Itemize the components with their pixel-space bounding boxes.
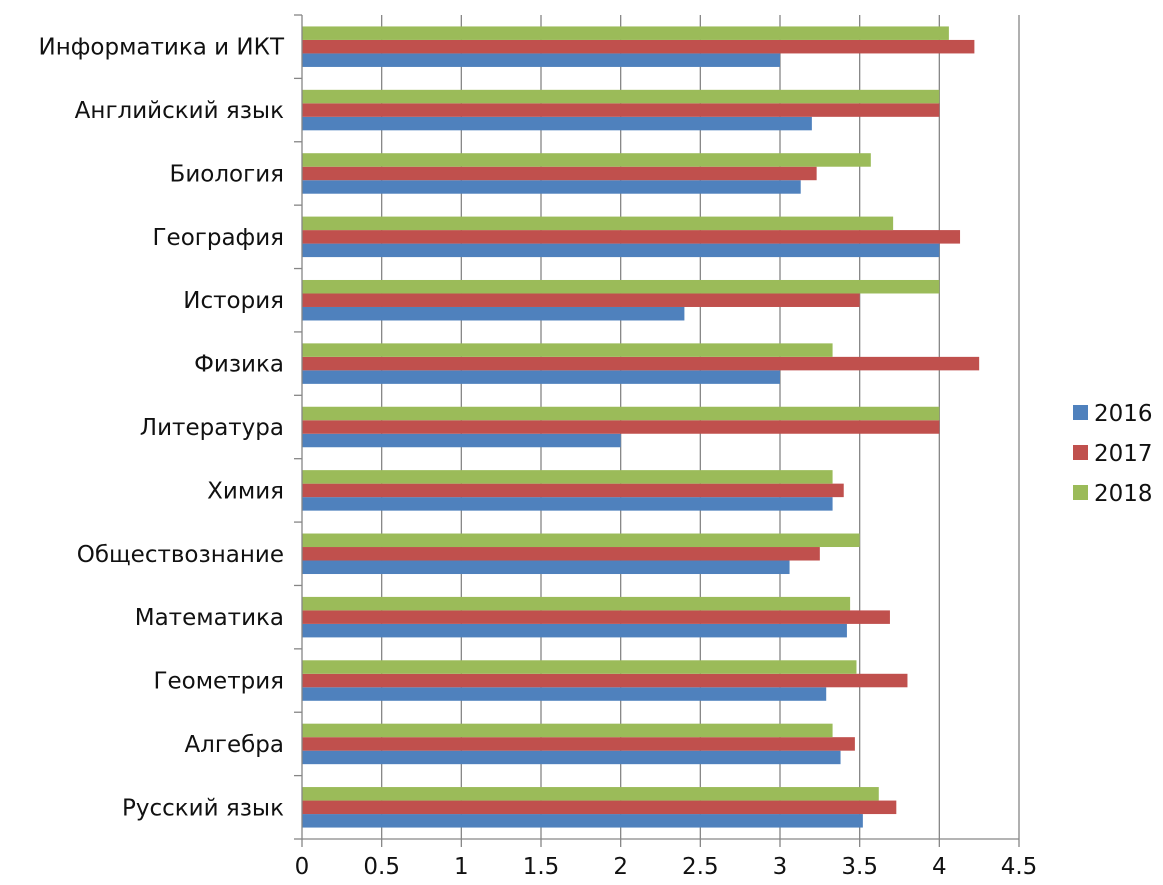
bar-2017 xyxy=(302,673,908,688)
bar-2017 xyxy=(302,420,940,434)
axes xyxy=(294,14,1020,847)
category-label: История xyxy=(183,288,284,314)
bar-2016 xyxy=(302,180,801,194)
x-tick-label: 3.5 xyxy=(841,854,878,880)
bar-2017 xyxy=(302,166,817,181)
x-tick-label: 2.5 xyxy=(682,854,719,880)
bar-2016 xyxy=(302,750,841,765)
category-label: Обществознание xyxy=(77,542,284,568)
bar-2017 xyxy=(302,610,890,624)
bar-2018 xyxy=(302,406,940,421)
x-tick-label: 0.5 xyxy=(363,854,400,880)
x-tick-label: 4.5 xyxy=(1001,854,1038,880)
bar-2017 xyxy=(302,737,855,751)
category-labels: Русский язык Алгебра Геометрия Математика Об… xyxy=(38,35,284,822)
bar-2016 xyxy=(302,243,940,258)
category-label: Биология xyxy=(170,161,284,187)
bar-2016 xyxy=(302,497,833,511)
bar-2016 xyxy=(302,623,847,638)
bar-2018 xyxy=(302,279,940,294)
bar-2017 xyxy=(302,356,980,371)
x-tick-label: 3 xyxy=(773,854,788,880)
bar-2016 xyxy=(302,370,780,384)
category-label: Математика xyxy=(135,605,284,631)
bar-2016 xyxy=(302,814,863,828)
x-tick-label: 0 xyxy=(295,854,310,880)
x-tick-label: 1 xyxy=(454,854,469,880)
bar-2018 xyxy=(302,343,833,357)
bar-2017 xyxy=(302,230,961,244)
bar-2017 xyxy=(302,103,940,117)
bar-2017 xyxy=(302,547,820,561)
bar-2016 xyxy=(302,433,621,448)
bar-2016 xyxy=(302,116,812,131)
bar-2018 xyxy=(302,216,894,231)
x-tick-label: 1.5 xyxy=(523,854,560,880)
bar-2018 xyxy=(302,596,851,611)
category-label: Литература xyxy=(140,415,284,441)
bar-2018 xyxy=(302,470,833,484)
bar-2017 xyxy=(302,800,897,815)
bar-2016 xyxy=(302,687,827,701)
bar-2018 xyxy=(302,660,857,674)
bars xyxy=(302,26,980,828)
category-label: Информатика и ИКТ xyxy=(38,35,284,61)
x-tick-label: 2 xyxy=(613,854,628,880)
bar-2016 xyxy=(302,560,790,575)
category-label: Химия xyxy=(207,478,284,504)
bar-2018 xyxy=(302,153,871,167)
category-label: Физика xyxy=(194,352,284,378)
legend-swatch-2017 xyxy=(1073,445,1088,460)
bar-2018 xyxy=(302,787,879,801)
bar-2016 xyxy=(302,53,780,67)
bar-2017 xyxy=(302,293,860,307)
legend-swatch-2016 xyxy=(1073,405,1088,420)
legend-label: 2018 xyxy=(1094,481,1153,507)
category-label: География xyxy=(153,225,284,251)
bar-2018 xyxy=(302,723,833,738)
bar-2018 xyxy=(302,533,860,548)
x-tick-label: 4 xyxy=(932,854,947,880)
category-label: Алгебра xyxy=(184,732,284,758)
bar-2018 xyxy=(302,89,940,104)
bar-2017 xyxy=(302,39,975,54)
category-label: Русский язык xyxy=(122,795,284,821)
legend-swatch-2018 xyxy=(1073,485,1088,500)
legend-label: 2016 xyxy=(1094,401,1153,427)
bar-2018 xyxy=(302,26,949,40)
bar-2017 xyxy=(302,483,844,498)
bar-2016 xyxy=(302,306,685,321)
category-label: Английский язык xyxy=(75,98,284,124)
legend: 2016 2017 2018 xyxy=(1073,401,1153,507)
legend-label: 2017 xyxy=(1094,441,1153,467)
tick-labels: 0 0.5 1 1.5 2 2.5 3 3.5 4 4.5 xyxy=(295,854,1038,880)
category-label: Геометрия xyxy=(153,669,284,695)
